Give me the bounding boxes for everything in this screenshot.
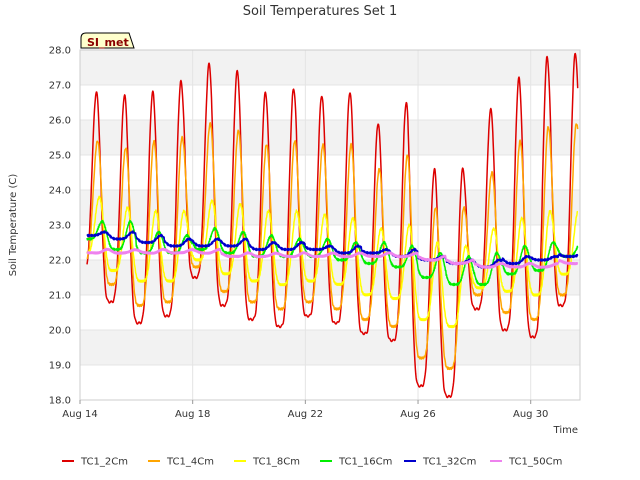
y-axis-label: Soil Temperature (C) xyxy=(8,174,19,277)
y-tick-label: 24.0 xyxy=(49,186,71,197)
station-badge: SI_met xyxy=(80,32,135,49)
legend-label: TC1_8Cm xyxy=(252,457,300,468)
series-line-tc1-4cm xyxy=(86,122,579,371)
y-tick-label: 21.0 xyxy=(49,291,71,302)
y-tick-label: 19.0 xyxy=(49,361,71,372)
station-badge-shape xyxy=(80,32,135,49)
chart-title: Soil Temperatures Set 1 xyxy=(243,4,398,19)
x-tick-label: Aug 14 xyxy=(62,409,97,420)
series-line-tc1-50cm xyxy=(86,247,579,269)
legend-label: TC1_16Cm xyxy=(338,457,392,468)
x-tick-label: Aug 26 xyxy=(400,409,435,420)
legend-label: TC1_4Cm xyxy=(166,457,214,468)
y-tick-label: 25.0 xyxy=(49,151,71,162)
y-tick-label: 28.0 xyxy=(49,46,71,57)
y-tick-label: 23.0 xyxy=(49,221,71,232)
x-tick-label: Aug 22 xyxy=(288,409,323,420)
y-tick-label: 18.0 xyxy=(49,396,71,407)
legend-label: TC1_50Cm xyxy=(508,457,562,468)
legend-label: TC1_2Cm xyxy=(80,457,128,468)
series-line-tc1-8cm xyxy=(86,195,579,329)
x-tick-label: Aug 30 xyxy=(513,409,548,420)
background-band xyxy=(80,120,580,155)
series-line-tc1-32cm xyxy=(86,230,579,269)
background-band xyxy=(80,50,580,85)
y-tick-label: 20.0 xyxy=(49,326,71,337)
y-axis-ticks: 18.0 19.0 20.0 21.0 22.0 23.0 24.0 25.0 26.0 27.0… xyxy=(49,46,71,407)
legend: TC1_2Cm TC1_4Cm TC1_8Cm TC1_16Cm TC1_32Cm TC1… xyxy=(62,457,562,468)
plot-background-bands xyxy=(80,50,580,365)
y-tick-label: 27.0 xyxy=(49,81,71,92)
station-badge-label: SI_met xyxy=(87,36,129,49)
background-band xyxy=(80,330,580,365)
x-tick-label: Aug 18 xyxy=(175,409,210,420)
series-lines xyxy=(86,52,579,399)
legend-label: TC1_32Cm xyxy=(422,457,476,468)
x-axis-ticks: Aug 14 Aug 18 Aug 22 Aug 26 Aug 30 xyxy=(62,400,548,420)
x-axis-label: Time xyxy=(553,425,578,436)
y-tick-label: 26.0 xyxy=(49,116,71,127)
plot-frame xyxy=(79,49,581,401)
y-tick-label: 22.0 xyxy=(49,256,71,267)
background-band xyxy=(80,190,580,225)
